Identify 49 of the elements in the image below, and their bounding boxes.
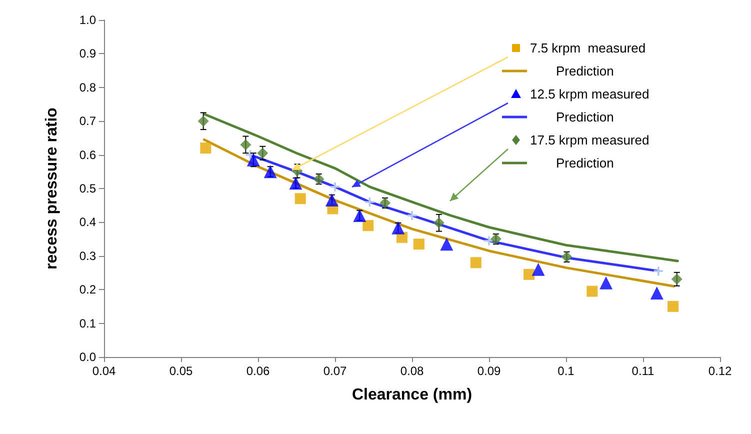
x-tick-label: 0.08 [400, 364, 424, 378]
legend-label: 17.5 krpm measured [530, 132, 650, 148]
point [392, 221, 405, 234]
point [440, 238, 454, 251]
y-tick-label: 0.9 [79, 46, 96, 61]
point [470, 257, 482, 268]
point [433, 217, 444, 228]
point [524, 268, 535, 280]
y-tick-label: 0.3 [79, 248, 96, 263]
y-tick-label: 0.2 [79, 282, 96, 297]
y-tick-label: 0.8 [79, 80, 96, 94]
point [600, 276, 613, 290]
point [198, 116, 209, 127]
point [650, 286, 664, 300]
x-tick-label: 0.06 [246, 364, 270, 378]
legend-label: Prediction [556, 156, 614, 170]
y-tick-label: 0.4 [79, 215, 96, 230]
x-tick-label: 0.09 [477, 364, 501, 378]
point [532, 262, 545, 276]
y-axis-title: recess pressure ratio [44, 107, 60, 270]
legend-label: 7.5 krpm measured [530, 40, 646, 56]
point [586, 286, 598, 297]
legend-label: Prediction [556, 64, 614, 78]
x-tick-label: 0.04 [92, 364, 116, 378]
x-tick-label: 0.12 [708, 364, 732, 378]
y-tick-label: 0.6 [79, 148, 96, 162]
x-tick-label: 0.11 [632, 364, 655, 378]
point [668, 300, 679, 312]
y-tick-label: 0.0 [79, 350, 96, 364]
point [325, 193, 338, 206]
point [362, 220, 374, 232]
point [294, 193, 306, 204]
x-tick-label: 0.1 [558, 364, 575, 378]
y-tick-label: 1.0 [79, 13, 96, 27]
x-axis-title: Clearance (mm) [352, 386, 472, 404]
point [200, 142, 212, 154]
point [246, 153, 260, 166]
legend-label: Prediction [556, 110, 614, 124]
y-tick-label: 0.5 [79, 182, 96, 196]
point [240, 139, 252, 150]
point [413, 238, 424, 250]
legend-label: 12.5 krpm measured [530, 86, 650, 102]
y-tick-label: 0.7 [79, 114, 96, 128]
x-tick-label: 0.05 [169, 364, 193, 378]
y-tick-label: 0.1 [79, 316, 96, 330]
x-tick-label: 0.07 [323, 364, 347, 378]
point [353, 208, 366, 222]
point [264, 165, 277, 178]
point [257, 148, 268, 159]
